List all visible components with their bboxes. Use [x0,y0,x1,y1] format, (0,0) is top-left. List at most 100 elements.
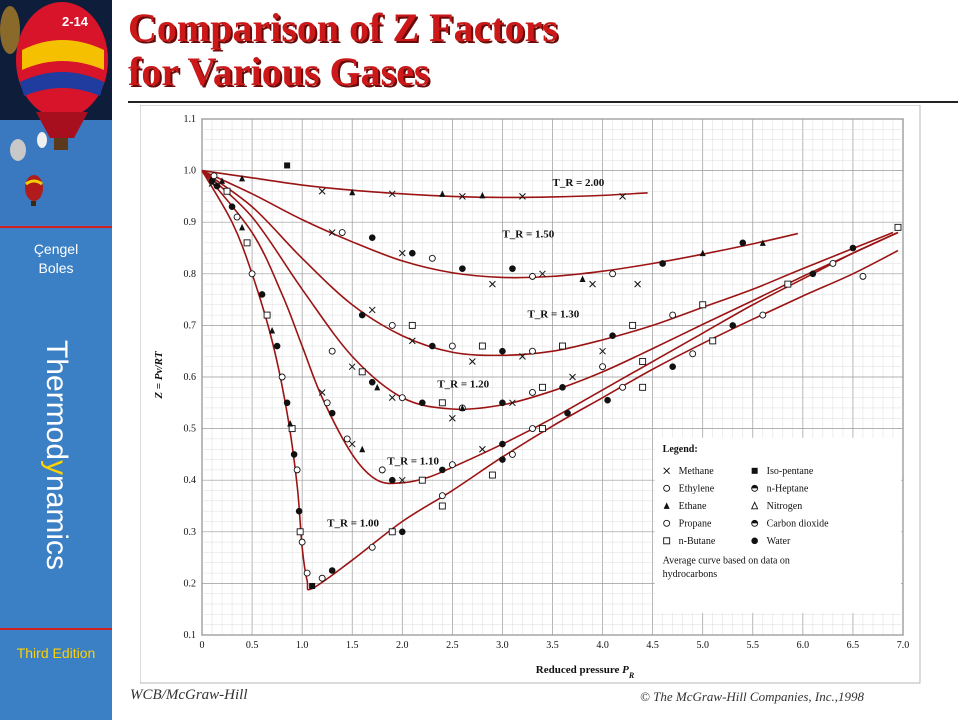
open-circle-marker [759,311,767,319]
marker-stroke [634,280,641,288]
y-tick-label: 1.0 [184,166,197,177]
legend-note: hydrocarbons [663,569,718,580]
open-square-marker [288,425,296,433]
open-circle-marker [368,543,376,551]
x-tick-label: 1.0 [296,640,309,651]
filled-triangle-marker [579,275,586,282]
open-square-marker [629,321,637,329]
author-name: Çengel [33,241,79,257]
x-tick-label: 5.5 [747,640,760,651]
publisher-footer: WCB/McGraw-Hill [130,687,248,703]
open-circle-marker [298,538,306,546]
open-circle-marker [529,347,536,355]
x-tick-label: 3.0 [496,640,509,651]
filled-circle-marker [751,537,758,545]
legend-entry: n-Heptane [767,483,809,494]
marker-stroke [208,180,216,187]
legend-entry: Ethane [679,501,707,512]
filled-circle-marker [208,177,216,185]
filled-circle-marker [729,322,737,329]
filled-circle-marker [499,440,506,448]
isotherm-curve [201,170,899,411]
open-circle-marker [248,270,256,278]
x-tick-label: 6.5 [847,640,860,651]
open-circle-marker [343,435,351,443]
legend-entry: Methane [679,466,715,477]
y-axis-label-text: Z = Pv/RT [153,350,165,400]
filled-triangle-marker [439,190,446,197]
open-circle-marker [599,363,607,371]
methane-marker [348,440,356,448]
filled-circle-marker [388,476,396,484]
legend-entry: Propane [679,518,712,529]
open-circle-marker [318,574,326,582]
book-title-part: y [40,460,73,476]
filled-triangle-marker [239,223,246,231]
isotherm-curve [201,169,894,357]
open-square-marker [539,383,546,391]
marker-stroke [479,445,486,453]
marker-stroke [318,389,326,396]
legend-entry: Water [767,536,791,547]
filled-circle-marker [368,234,376,241]
open-square-marker [408,321,416,329]
legend-title: Legend: [663,444,698,455]
curve-label: T_R = 1.20 [437,378,489,390]
open-square-marker [709,337,717,345]
methane-marker [408,337,416,345]
open-circle-marker [233,213,241,221]
chart-points [208,162,902,589]
filled-circle-marker [809,270,817,278]
x-tick-label: 2.5 [446,640,459,651]
half-filled-circle-marker [751,519,759,527]
slide-title-line: for Various Gases [128,49,430,94]
filled-triangle-marker [663,502,670,509]
open-circle-marker [663,484,671,492]
sidebar-divider [0,226,112,228]
open-circle-marker [859,272,867,280]
marker-stroke [348,363,356,371]
filled-circle-marker [499,347,506,355]
filled-circle-marker [295,507,303,515]
book-title-part: Thermod [40,339,73,461]
marker-stroke [388,394,396,401]
marker-stroke [398,476,406,484]
marker-stroke [519,353,526,360]
filled-circle-marker [328,567,336,574]
open-square-marker [784,280,792,288]
open-square-marker [559,342,566,350]
isotherm-curve [201,169,648,199]
open-circle-marker [428,254,436,262]
methane-marker [539,270,546,278]
filled-circle-marker [559,384,566,391]
open-square-marker [539,425,546,433]
open-circle-marker [508,450,516,458]
filled-circle-marker [849,244,857,252]
open-square-marker [639,383,647,391]
methane-marker [599,347,606,355]
half-filled-circle-marker [751,484,759,492]
filled-triangle-marker [239,174,246,182]
filled-triangle-marker [459,404,466,411]
open-circle-marker [448,342,456,350]
methane-marker [519,193,526,200]
filled-circle-marker [739,239,747,247]
curve-label: T_R = 1.50 [502,229,554,241]
marker-stroke [569,373,576,381]
open-circle-marker [398,394,406,402]
x-tick-label: 3.5 [546,640,559,651]
curve-label: T_R = 1.30 [527,309,579,321]
sidebar-divider [0,628,112,630]
y-tick-label: 0.6 [184,372,197,383]
open-circle-marker [328,347,336,355]
open-circle-marker [448,461,456,469]
methane-marker [569,373,576,381]
open-square-marker [418,476,426,484]
y-tick-label: 0.2 [184,578,197,589]
methane-marker [318,389,326,396]
legend-entry: Ethylene [679,483,715,494]
marker-stroke [368,306,376,314]
hot-air-balloon-image [0,0,112,225]
title-underline [128,101,958,103]
filled-circle-marker [669,363,676,370]
